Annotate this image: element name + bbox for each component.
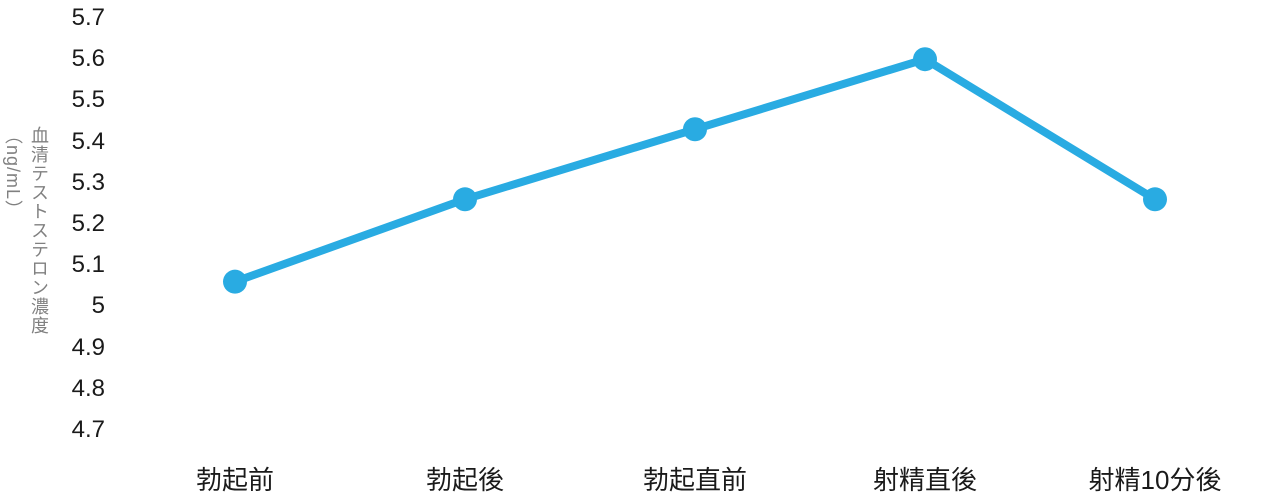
data-point [223,270,247,294]
plot-svg [0,0,1280,504]
series-markers [223,47,1167,293]
line-chart: 血清テストステロン濃度（ng/mL） 4.74.84.955.15.25.35.… [0,0,1280,504]
data-point [683,117,707,141]
data-point [453,187,477,211]
data-point [913,47,937,71]
data-point [1143,187,1167,211]
series-line [235,59,1155,281]
